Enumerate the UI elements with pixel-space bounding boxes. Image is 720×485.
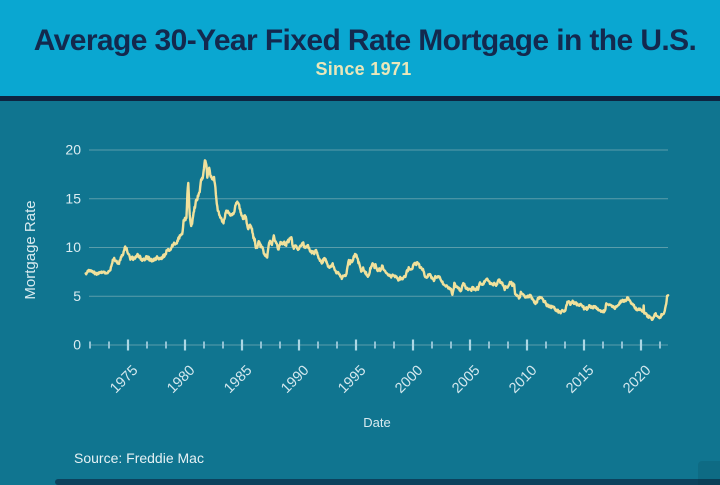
svg-text:2020: 2020 (620, 363, 654, 397)
svg-text:20: 20 (65, 142, 81, 158)
svg-text:5: 5 (73, 288, 81, 304)
svg-text:10: 10 (65, 239, 81, 255)
svg-text:1980: 1980 (164, 363, 198, 397)
svg-text:1985: 1985 (221, 363, 255, 397)
svg-text:2005: 2005 (449, 363, 483, 397)
svg-text:1990: 1990 (278, 363, 312, 397)
svg-text:15: 15 (65, 190, 81, 206)
svg-text:2000: 2000 (392, 363, 426, 397)
svg-text:0: 0 (73, 337, 81, 353)
svg-text:2010: 2010 (506, 363, 540, 397)
svg-text:2015: 2015 (563, 363, 597, 397)
svg-text:Date: Date (363, 415, 390, 430)
svg-text:Mortgage Rate: Mortgage Rate (22, 200, 39, 299)
svg-text:1995: 1995 (335, 363, 369, 397)
svg-text:1975: 1975 (107, 363, 141, 397)
